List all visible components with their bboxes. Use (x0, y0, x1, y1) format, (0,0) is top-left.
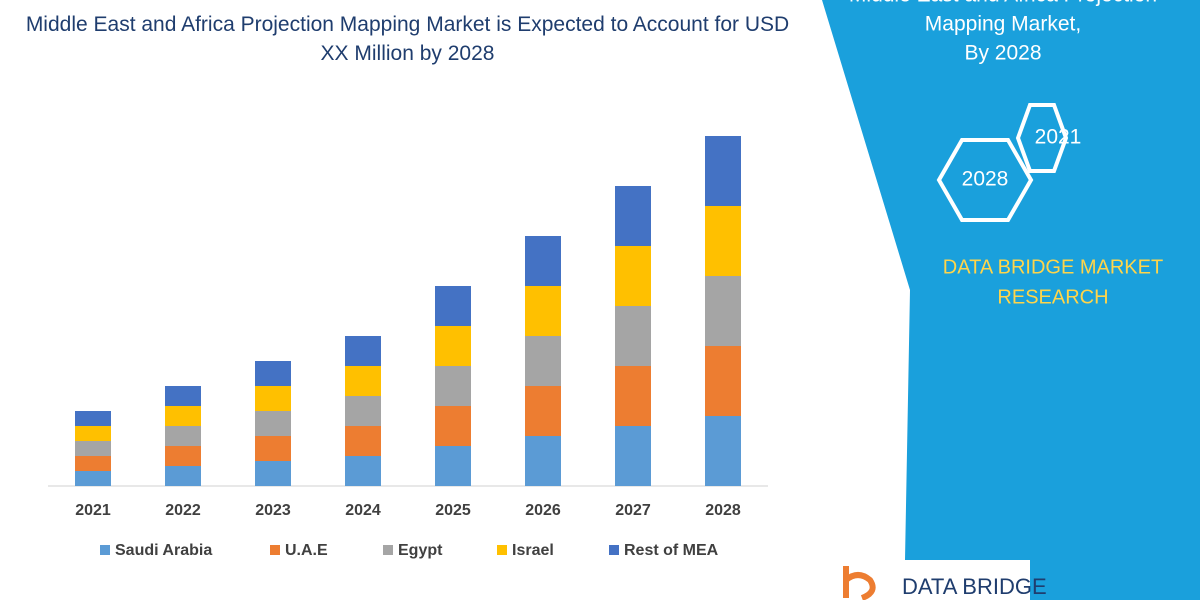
bar-segment (75, 456, 111, 471)
x-tick-label: 2021 (75, 502, 111, 519)
x-tick-label: 2024 (345, 502, 381, 519)
bar-segment (705, 276, 741, 346)
legend-swatch (100, 545, 110, 555)
bar-segment (435, 406, 471, 446)
bar-segment (615, 366, 651, 426)
x-tick-label: 2022 (165, 502, 201, 519)
panel-title: By 2028 (964, 42, 1041, 65)
legend-label: Israel (512, 542, 554, 559)
bar-segment (705, 346, 741, 416)
legend-swatch (270, 545, 280, 555)
x-tick-label: 2028 (705, 502, 741, 519)
legend-label: Saudi Arabia (115, 542, 212, 559)
bar-segment (255, 386, 291, 411)
bar-segment (345, 396, 381, 426)
bar-segment (525, 236, 561, 286)
brand-label: RESEARCH (997, 286, 1108, 308)
legend-label: U.A.E (285, 542, 328, 559)
badge-label: 2028 (962, 168, 1009, 191)
hexagon (1015, 103, 1069, 173)
bar-segment (435, 366, 471, 406)
legend-swatch (609, 545, 619, 555)
bar-segment (705, 136, 741, 206)
bar-segment (435, 286, 471, 326)
legend-swatch (497, 545, 507, 555)
bar-segment (435, 326, 471, 366)
bar-segment (345, 366, 381, 396)
hexagon (936, 138, 1034, 222)
x-tick-label: 2023 (255, 502, 291, 519)
legend-label: Rest of MEA (624, 542, 719, 559)
bar-segment (435, 446, 471, 486)
bar-segment (255, 436, 291, 461)
bar-segment (615, 246, 651, 306)
bar-segment (615, 186, 651, 246)
x-tick-label: 2025 (435, 502, 471, 519)
bar-segment (165, 426, 201, 446)
bar-segment (75, 426, 111, 441)
bar-segment (615, 306, 651, 366)
chart-title: Middle East and Africa Projection Mappin… (25, 13, 790, 65)
bar-segment (75, 441, 111, 456)
bar-segment (75, 411, 111, 426)
side-panel (822, 0, 1200, 600)
bar-segment (255, 411, 291, 436)
badge-label: 2021 (1035, 126, 1082, 149)
bar-segment (255, 461, 291, 486)
bar-segment (525, 386, 561, 436)
panel-title: Mapping Market, (925, 13, 1081, 36)
bar-segment (525, 436, 561, 486)
panel-title: Middle East and Africa Projection (849, 0, 1157, 7)
legend-label: Egypt (398, 542, 443, 559)
bar-segment (525, 336, 561, 386)
bar-segment (255, 361, 291, 386)
bar-segment (165, 386, 201, 406)
logo-icon (843, 566, 876, 600)
bar-segment (615, 426, 651, 486)
bar-segment (525, 286, 561, 336)
bar-segment (345, 336, 381, 366)
bar-segment (705, 416, 741, 486)
bar-segment (165, 466, 201, 486)
bar-segment (165, 406, 201, 426)
bar-segment (75, 471, 111, 486)
bar-segment (345, 456, 381, 486)
brand-label: DATA BRIDGE MARKET (943, 256, 1163, 278)
bar-segment (345, 426, 381, 456)
bar-segment (705, 206, 741, 276)
legend-swatch (383, 545, 393, 555)
x-tick-label: 2026 (525, 502, 561, 519)
x-tick-label: 2027 (615, 502, 651, 519)
bar-segment (165, 446, 201, 466)
logo-text: DATA BRIDGE (902, 574, 1047, 599)
